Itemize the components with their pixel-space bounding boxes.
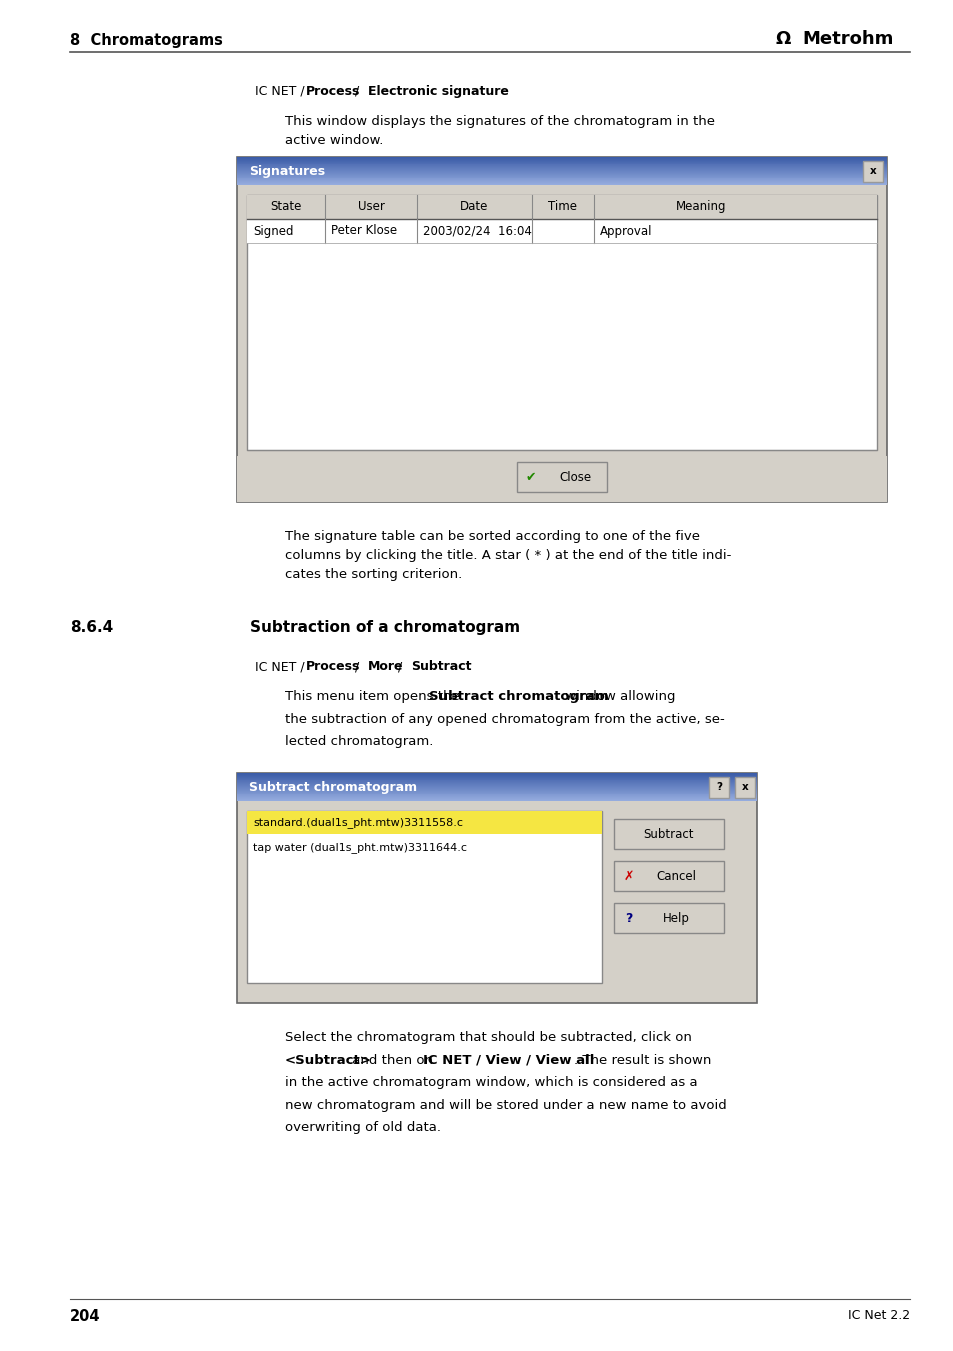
Bar (247, 219, 876, 243)
Text: 2003/02/24  16:04: 2003/02/24 16:04 (422, 224, 532, 238)
Text: Ω: Ω (774, 30, 789, 49)
Text: the subtraction of any opened chromatogram from the active, se-: the subtraction of any opened chromatogr… (285, 712, 724, 725)
Text: . The result is shown: . The result is shown (574, 1054, 711, 1066)
Text: new chromatogram and will be stored under a new name to avoid: new chromatogram and will be stored unde… (285, 1098, 726, 1112)
Text: Approval: Approval (599, 224, 652, 238)
FancyBboxPatch shape (614, 902, 723, 934)
Text: <Subtract>: <Subtract> (285, 1054, 372, 1066)
Text: Meaning: Meaning (676, 200, 726, 213)
Text: overwriting of old data.: overwriting of old data. (285, 1121, 440, 1133)
Text: Subtract: Subtract (411, 661, 471, 673)
Text: Help: Help (662, 912, 689, 924)
Text: Process: Process (306, 85, 360, 99)
Text: State: State (270, 200, 301, 213)
Text: More: More (368, 661, 403, 673)
FancyBboxPatch shape (614, 861, 723, 892)
Text: ✔: ✔ (525, 470, 536, 484)
Text: ?: ? (624, 912, 632, 924)
Text: standard.(dual1s_pht.mtw)3311558.c: standard.(dual1s_pht.mtw)3311558.c (253, 817, 462, 828)
Text: User: User (357, 200, 384, 213)
Bar (236, 457, 886, 503)
Text: IC NET / View / View all: IC NET / View / View all (422, 1054, 594, 1066)
Text: Signed: Signed (253, 224, 294, 238)
Text: /: / (351, 85, 363, 99)
Text: Close: Close (558, 470, 591, 484)
Text: x: x (740, 782, 747, 792)
Text: Subtract chromatogram: Subtract chromatogram (428, 690, 608, 703)
Text: 8  Chromatograms: 8 Chromatograms (70, 32, 223, 49)
Bar (247, 195, 876, 450)
Text: window allowing: window allowing (560, 690, 675, 703)
Text: Process: Process (306, 661, 360, 673)
Bar (247, 811, 601, 834)
Bar (247, 811, 601, 984)
Text: x: x (869, 166, 876, 176)
FancyBboxPatch shape (517, 462, 606, 492)
Text: IC NET /: IC NET / (254, 661, 309, 673)
Text: This menu item opens the: This menu item opens the (285, 690, 463, 703)
Text: Subtraction of a chromatogram: Subtraction of a chromatogram (250, 620, 519, 635)
Text: Subtract chromatogram: Subtract chromatogram (249, 781, 416, 793)
FancyBboxPatch shape (614, 819, 723, 848)
Text: IC Net 2.2: IC Net 2.2 (847, 1309, 909, 1323)
Text: 8.6.4: 8.6.4 (70, 620, 113, 635)
Text: IC NET /: IC NET / (254, 85, 309, 99)
FancyBboxPatch shape (236, 157, 886, 503)
Text: Subtract: Subtract (643, 828, 694, 840)
FancyBboxPatch shape (236, 773, 757, 1002)
Text: in the active chromatogram window, which is considered as a: in the active chromatogram window, which… (285, 1075, 697, 1089)
Text: ✗: ✗ (623, 870, 634, 882)
Text: Signatures: Signatures (249, 165, 325, 177)
Text: tap water (dual1s_pht.mtw)3311644.c: tap water (dual1s_pht.mtw)3311644.c (253, 843, 467, 854)
Text: ?: ? (716, 782, 721, 792)
Text: The signature table can be sorted according to one of the five
columns by clicki: The signature table can be sorted accord… (285, 530, 731, 581)
FancyBboxPatch shape (862, 161, 882, 181)
Text: Electronic signature: Electronic signature (368, 85, 509, 99)
Text: and then on: and then on (348, 1054, 436, 1066)
Text: Cancel: Cancel (656, 870, 696, 882)
Text: This window displays the signatures of the chromatogram in the
active window.: This window displays the signatures of t… (285, 115, 714, 147)
Text: Date: Date (460, 200, 488, 213)
FancyBboxPatch shape (734, 777, 754, 797)
Text: Metrohm: Metrohm (801, 30, 892, 49)
Text: /: / (351, 661, 363, 673)
Text: lected chromatogram.: lected chromatogram. (285, 735, 433, 748)
Bar (247, 195, 876, 219)
FancyBboxPatch shape (708, 777, 728, 797)
Text: Time: Time (548, 200, 577, 213)
Text: /: / (394, 661, 406, 673)
Text: Select the chromatogram that should be subtracted, click on: Select the chromatogram that should be s… (285, 1031, 691, 1044)
Text: 204: 204 (70, 1309, 100, 1324)
Text: Peter Klose: Peter Klose (331, 224, 396, 238)
